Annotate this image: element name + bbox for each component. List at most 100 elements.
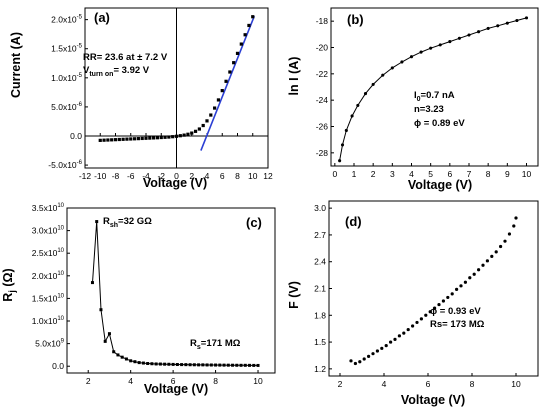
data-point bbox=[106, 138, 110, 142]
series-line bbox=[92, 221, 258, 366]
data-point bbox=[171, 135, 175, 139]
panel-label: (c) bbox=[246, 215, 262, 230]
data-point bbox=[140, 136, 144, 141]
panel-d: Voltage (V) F (V) 2 4 6 8 10 1.2 1.5 1.8 2.1 2.4 2… bbox=[287, 200, 539, 407]
data-point bbox=[144, 136, 148, 140]
y-tick-label: 1.5x10-5 bbox=[51, 44, 83, 54]
y-tick-label: 3.0x1010 bbox=[32, 226, 65, 236]
data-point bbox=[353, 361, 357, 366]
y-tick-label: 1.8 bbox=[314, 310, 326, 320]
data-point bbox=[218, 363, 222, 367]
data-point bbox=[121, 137, 125, 141]
x-tick-label: 2 bbox=[338, 379, 343, 389]
data-point bbox=[133, 360, 137, 364]
x-tick-label: 1 bbox=[352, 169, 357, 179]
y-tick-label: 2.4 bbox=[314, 257, 326, 267]
data-point bbox=[167, 362, 171, 366]
data-point bbox=[448, 40, 452, 44]
data-point bbox=[232, 61, 236, 65]
fit-line bbox=[200, 15, 256, 151]
data-point bbox=[116, 353, 120, 357]
data-point bbox=[213, 106, 217, 110]
y-tick-label: 5.0x109 bbox=[35, 339, 65, 349]
x-tick-label: 4 bbox=[409, 169, 414, 179]
data-point bbox=[515, 18, 519, 23]
x-tick-label: 8 bbox=[213, 376, 218, 386]
x-tick-label: 10 bbox=[522, 169, 532, 179]
y-tick-label: 1.2 bbox=[314, 364, 326, 374]
y-tick-label: -18 bbox=[316, 16, 329, 26]
data-point bbox=[186, 132, 190, 136]
data-point bbox=[362, 357, 366, 361]
panel-d-x-axis-title: Voltage (V) bbox=[401, 393, 465, 407]
x-tick-label: 8 bbox=[486, 169, 491, 179]
data-point bbox=[446, 295, 450, 300]
data-point bbox=[148, 136, 152, 140]
data-point bbox=[158, 362, 162, 366]
data-point bbox=[477, 268, 481, 272]
panel-c-x-axis-title: Voltage (V) bbox=[144, 382, 208, 396]
annotation: Rs= 173 MΩ bbox=[430, 319, 485, 330]
data-point bbox=[252, 363, 256, 367]
x-tick-label: 0 bbox=[174, 171, 179, 181]
data-point bbox=[214, 363, 218, 367]
x-tick-label: 4 bbox=[205, 171, 210, 181]
data-point bbox=[222, 363, 226, 367]
data-point bbox=[155, 136, 160, 140]
data-point bbox=[380, 346, 384, 350]
data-point bbox=[411, 324, 415, 328]
data-point bbox=[154, 362, 158, 366]
data-point bbox=[239, 363, 243, 367]
annotation: n=3.23 bbox=[414, 104, 444, 115]
data-point bbox=[247, 23, 251, 28]
data-point bbox=[419, 50, 423, 54]
annotation: ϕ = 0.93 eV bbox=[430, 306, 481, 317]
data-point bbox=[505, 21, 509, 25]
data-point bbox=[235, 363, 239, 367]
data-point bbox=[228, 70, 232, 74]
y-tick-label: 5.0x10-6 bbox=[51, 102, 83, 112]
data-point bbox=[428, 310, 432, 314]
panel-c-y-axis-title: Rj (Ω) bbox=[1, 268, 17, 301]
data-point bbox=[437, 302, 441, 307]
data-point bbox=[110, 138, 114, 142]
panel-b: Voltage (V) ln I (A) 0 1 2 3 4 5 6 7 8 9 10 -28 -26 -… bbox=[287, 7, 539, 192]
data-point bbox=[457, 36, 461, 40]
data-point bbox=[163, 362, 167, 366]
data-point bbox=[235, 51, 240, 55]
x-tick-label: 6 bbox=[171, 376, 176, 386]
plot-frame bbox=[330, 7, 539, 167]
x-tick-label: 10 bbox=[511, 379, 521, 389]
x-tick-label: 5 bbox=[428, 169, 433, 179]
x-tick-label: 2 bbox=[371, 169, 376, 179]
data-point bbox=[344, 128, 348, 132]
y-tick-label: 3.5x1010 bbox=[32, 203, 65, 213]
data-point bbox=[450, 292, 454, 296]
data-point bbox=[485, 259, 489, 263]
data-point bbox=[371, 82, 375, 86]
data-point bbox=[251, 15, 255, 19]
data-point bbox=[406, 327, 410, 332]
y-tick-label: 2.1 bbox=[314, 284, 326, 294]
data-point bbox=[190, 131, 194, 135]
data-point bbox=[98, 138, 102, 142]
data-point bbox=[239, 42, 243, 46]
data-point bbox=[95, 220, 99, 224]
data-point bbox=[468, 276, 472, 280]
data-point bbox=[99, 308, 103, 312]
data-point bbox=[389, 340, 393, 344]
x-tick-label: 10 bbox=[253, 376, 263, 386]
y-tick-label: -20 bbox=[316, 43, 329, 53]
y-tick-label: -5.0x10-6 bbox=[48, 160, 82, 170]
x-tick-label: 2 bbox=[189, 171, 194, 181]
data-point bbox=[150, 362, 154, 366]
y-tick-label: 1.0x10-5 bbox=[51, 73, 83, 83]
data-point bbox=[167, 135, 171, 139]
data-point bbox=[494, 250, 498, 254]
data-point bbox=[499, 244, 503, 249]
annotation: RR= 23.6 at ± 7.2 V bbox=[83, 52, 168, 63]
x-tick-label: 0 bbox=[332, 169, 337, 179]
data-point bbox=[136, 137, 140, 141]
data-point bbox=[197, 127, 201, 131]
y-tick-label: 2.0x1010 bbox=[32, 271, 65, 281]
